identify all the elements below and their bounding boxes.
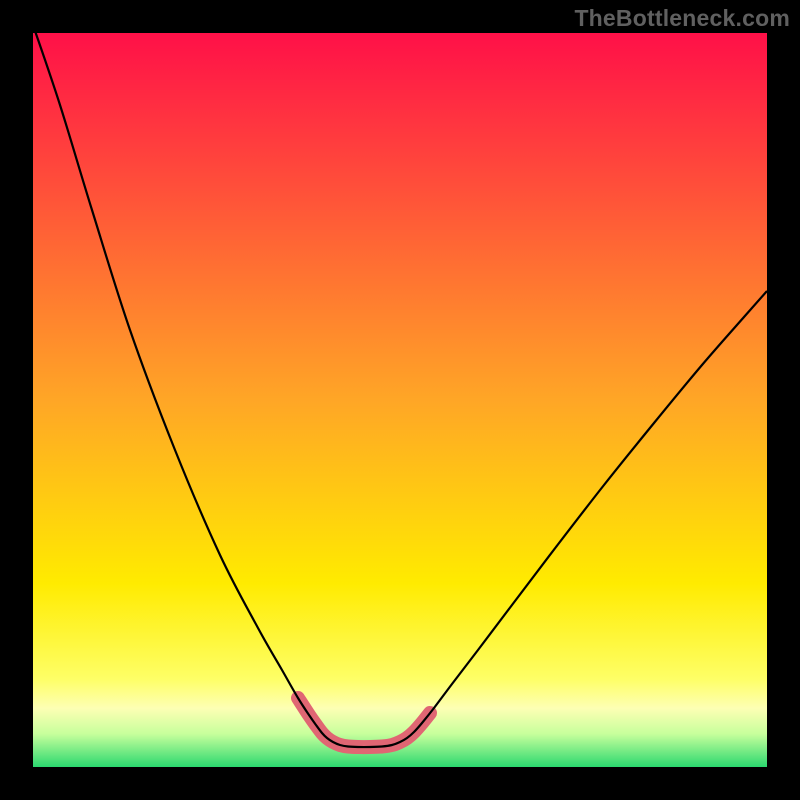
watermark-text: TheBottleneck.com: [574, 5, 790, 32]
chart-gradient-area: [33, 33, 767, 767]
